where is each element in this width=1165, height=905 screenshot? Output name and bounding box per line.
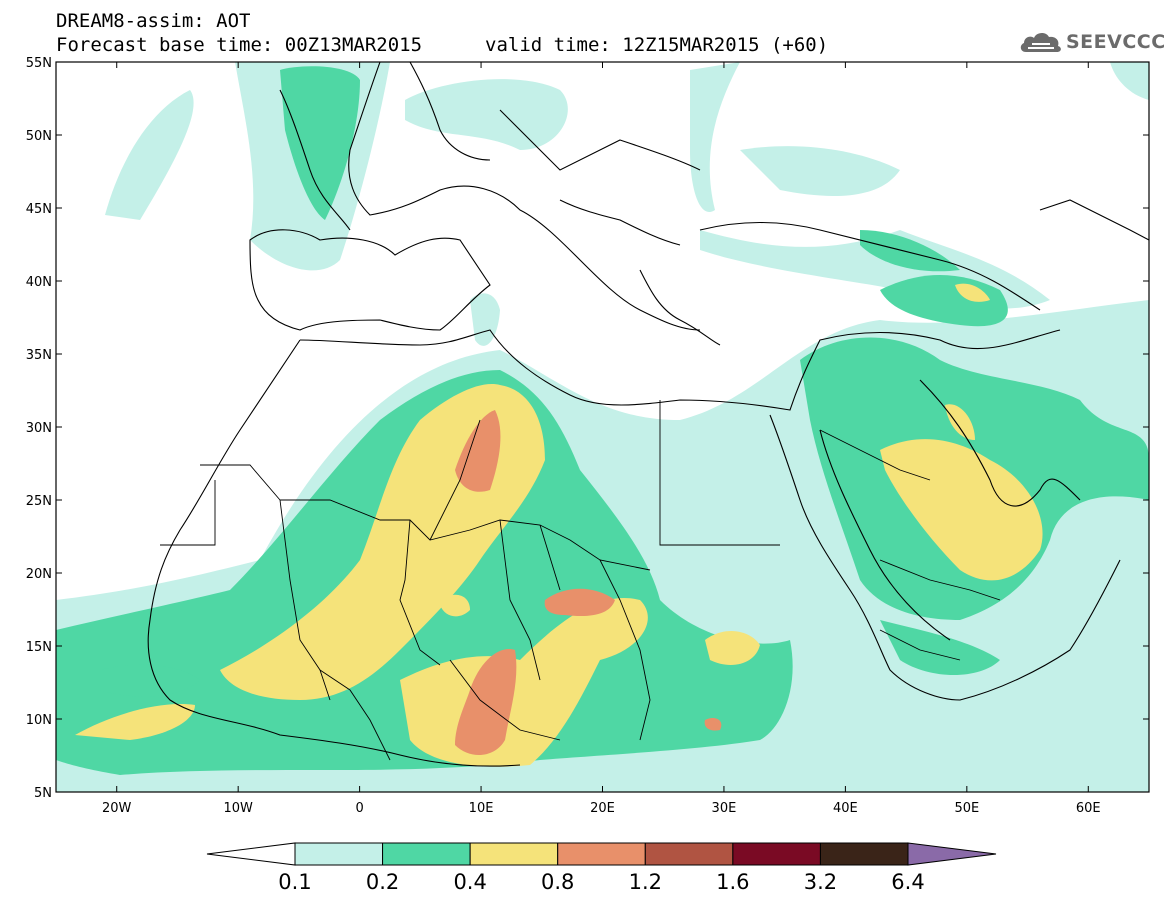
colorbar-segment xyxy=(557,842,646,866)
seevccc-logo: SEEVCCC xyxy=(1018,28,1165,58)
colorbar-segment xyxy=(294,842,384,866)
lat-label: 10N xyxy=(26,713,52,728)
lon-label: 0 xyxy=(355,801,363,816)
forecast-base-time: Forecast base time: 00Z13MAR2015 xyxy=(56,34,423,56)
lat-label: 35N xyxy=(26,348,52,363)
lon-label: 20W xyxy=(102,801,132,816)
aot-colorbar xyxy=(206,842,997,866)
lat-label: 45N xyxy=(26,202,52,217)
logo-text: SEEVCCC xyxy=(1066,31,1165,53)
lat-label: 20N xyxy=(26,567,52,582)
lon-label: 40E xyxy=(833,801,858,816)
lon-label: 60E xyxy=(1076,801,1101,816)
colorbar-labels: 0.1 0.2 0.4 0.8 1.2 1.6 3.2 6.4 xyxy=(0,870,1165,900)
lon-label: 10W xyxy=(223,801,253,816)
lat-label: 5N xyxy=(34,786,52,801)
colorbar-level-label: 0.4 xyxy=(453,870,487,894)
valid-time: valid time: 12Z15MAR2015 (+60) xyxy=(485,34,829,56)
lat-label: 25N xyxy=(26,494,52,509)
aot-contour-fields xyxy=(56,62,1149,792)
cloud-icon xyxy=(1020,32,1061,52)
lon-label: 50E xyxy=(954,801,979,816)
aot-map: 55N 50N 45N 40N 35N 30N 25N 20N 15N 10N 5N 20W 10W 0… xyxy=(26,56,1150,866)
coastlines xyxy=(147,62,1149,767)
colorbar-level-label: 0.2 xyxy=(365,870,400,894)
map-title: DREAM8-assim: AOT xyxy=(56,10,251,32)
colorbar-level-label: 0.1 xyxy=(278,870,312,894)
lon-label: 20E xyxy=(590,801,615,816)
colorbar-level-label: 1.2 xyxy=(628,870,662,894)
lon-label: 10E xyxy=(469,801,494,816)
colorbar-segment xyxy=(644,842,734,866)
colorbar-level-label: 6.4 xyxy=(891,870,925,894)
longitude-ticks: 20W 10W 0 10E 20E 30E 40E 50E 60E xyxy=(102,62,1101,816)
lat-label: 40N xyxy=(26,275,52,290)
aot-level-0.8 xyxy=(455,410,722,756)
lon-label: 30E xyxy=(712,801,737,816)
colorbar-segment xyxy=(382,842,471,866)
lat-label: 30N xyxy=(26,421,52,436)
colorbar-segment xyxy=(819,842,909,866)
lat-label: 50N xyxy=(26,129,52,144)
colorbar-level-label: 1.6 xyxy=(716,870,750,894)
lat-label: 55N xyxy=(26,56,52,71)
colorbar-low-arrow xyxy=(206,842,296,866)
colorbar-high-arrow xyxy=(907,842,997,866)
lat-label: 15N xyxy=(26,640,52,655)
country-borders xyxy=(160,400,1001,761)
colorbar-segment xyxy=(732,842,821,866)
colorbar-level-label: 0.8 xyxy=(541,870,575,894)
latitude-ticks: 55N 50N 45N 40N 35N 30N 25N 20N 15N 10N 5N xyxy=(26,56,1149,801)
colorbar-segment xyxy=(469,842,559,866)
colorbar-level-label: 3.2 xyxy=(803,870,838,894)
